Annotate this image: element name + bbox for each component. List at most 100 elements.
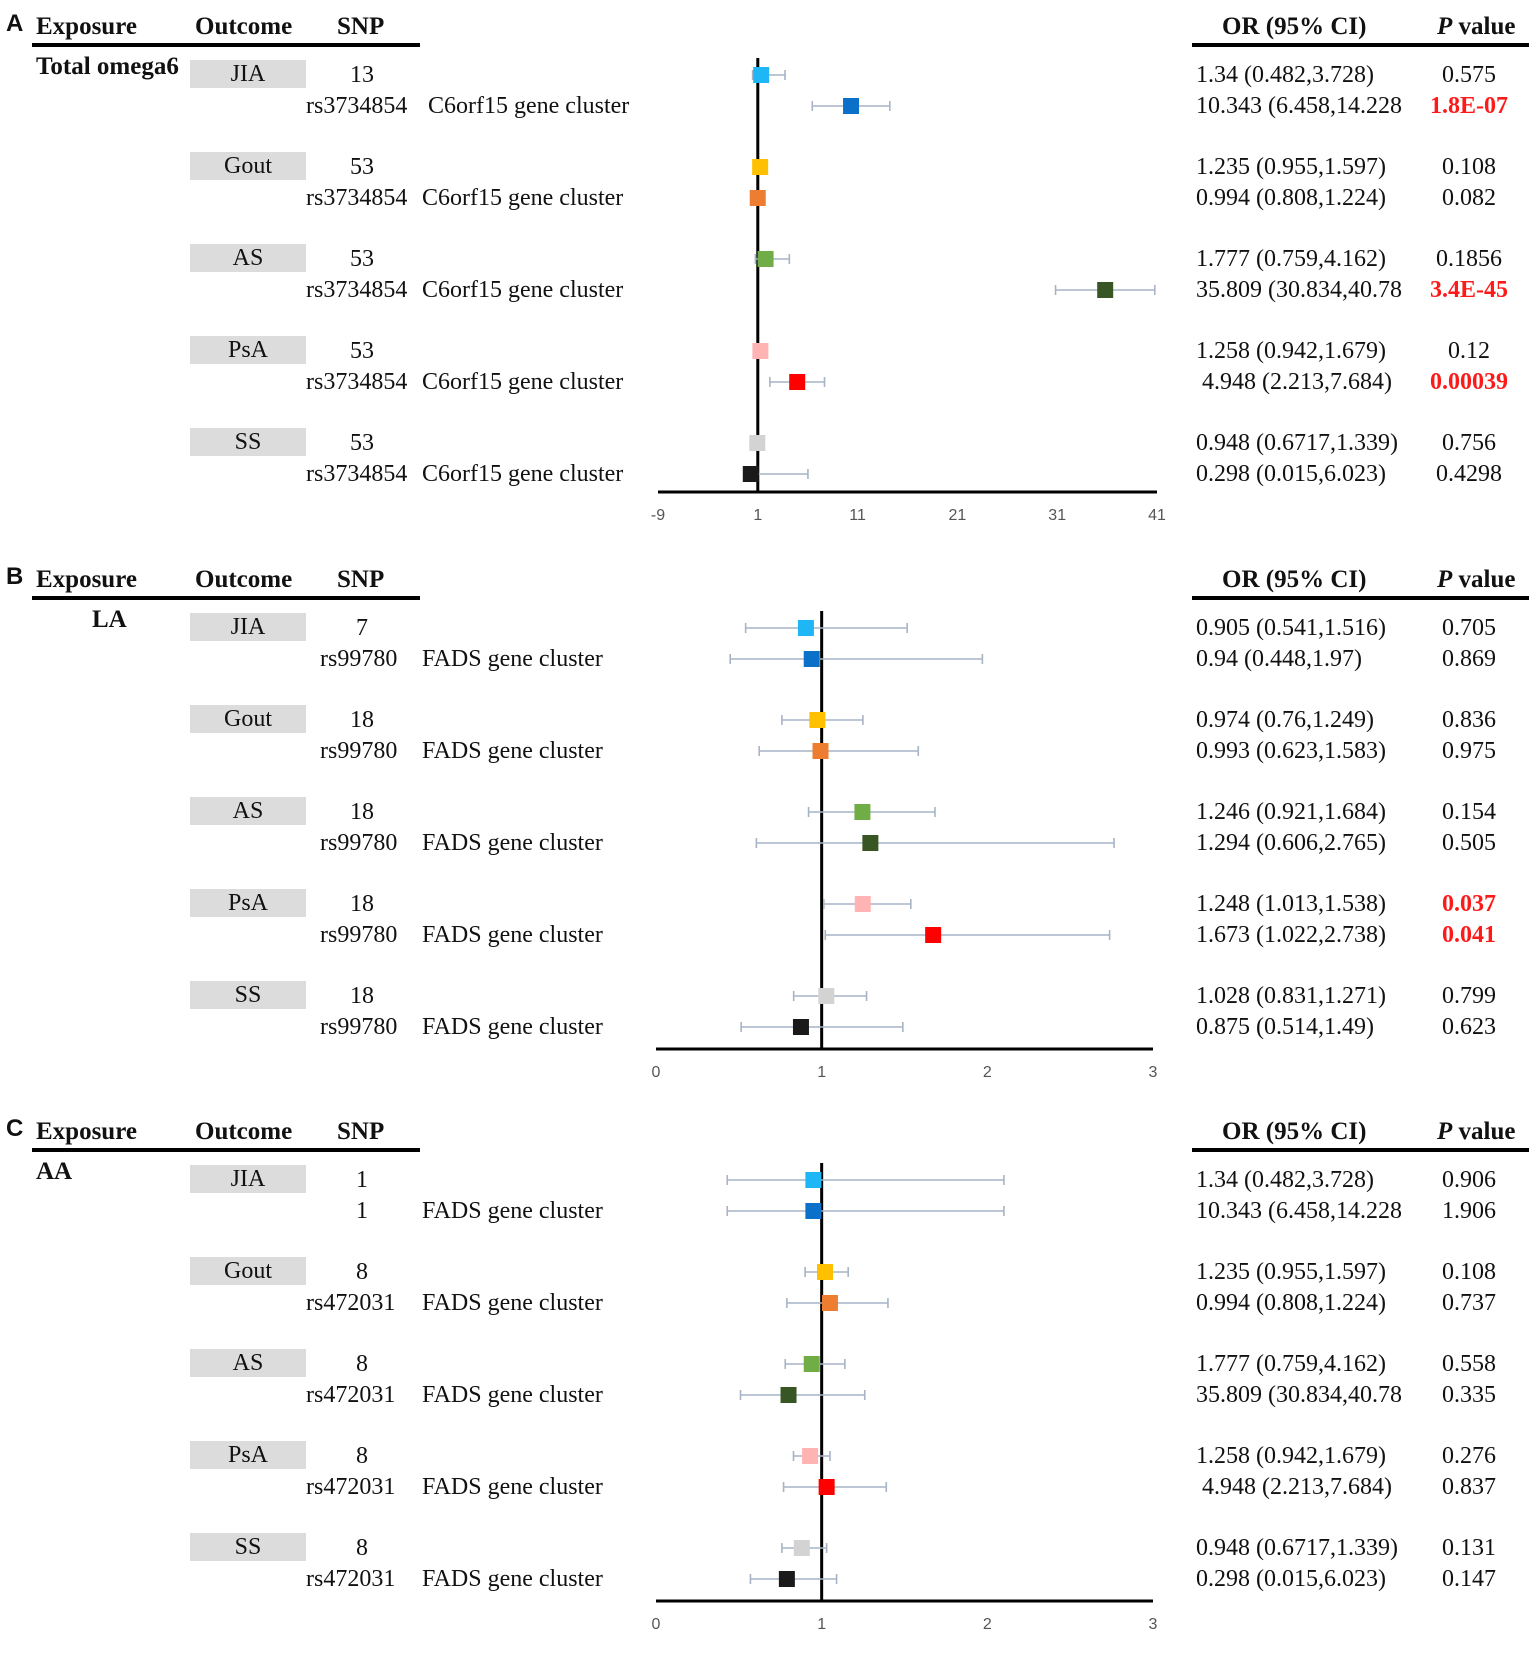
p-value: 1.906 (1442, 1198, 1496, 1224)
x-tick-label: 1 (817, 1616, 826, 1633)
p-value-header: P value (1437, 14, 1515, 39)
snp-value: 7 (356, 615, 368, 641)
header-rule-right (1192, 596, 1529, 600)
snp-value: 53 (350, 246, 374, 272)
p-value: 0.1856 (1436, 246, 1502, 272)
panel-a: A Exposure Outcome SNP OR (95% CI) P value To… (0, 0, 1535, 552)
odds-ratio-point (757, 251, 774, 267)
p-value: 0.836 (1442, 707, 1496, 733)
or-ci-value: 1.258 (0.942,1.679) (1196, 338, 1386, 364)
or-ci-value: 4.948 (2.213,7.684) (1196, 1474, 1392, 1500)
x-tick-label: 2 (983, 1616, 992, 1633)
outcome-label: Gout (190, 1257, 306, 1285)
or-ci-value: 0.298 (0.015,6.023) (1196, 1566, 1386, 1592)
forest-plot: -9 1 11 21 31 41 (651, 58, 1166, 524)
gene-cluster-label: FADS gene cluster (422, 830, 603, 856)
p-value: 0.558 (1442, 1351, 1496, 1377)
panel-letter: C (6, 1115, 24, 1142)
odds-ratio-point (789, 374, 806, 390)
or-ci-value: 1.777 (0.759,4.162) (1196, 1351, 1386, 1377)
odds-ratio-point (816, 1264, 833, 1280)
or-ci-value: 10.343 (6.458,14.228 (1196, 93, 1402, 119)
outcome-header: Outcome (195, 1118, 293, 1145)
gene-cluster-label: FADS gene cluster (422, 1382, 603, 1408)
x-tick-label: 31 (1048, 507, 1066, 524)
snp-value: rs472031 (306, 1290, 396, 1316)
snp-value: rs3734854 (306, 185, 408, 211)
gene-cluster-label: FADS gene cluster (422, 1474, 603, 1500)
outcome-label: Gout (190, 152, 306, 180)
snp-value: 1 (356, 1167, 368, 1193)
outcome-label: PsA (190, 336, 306, 364)
snp-value: rs99780 (320, 830, 398, 856)
or-ci-value: 4.948 (2.213,7.684) (1196, 369, 1392, 395)
gene-cluster-label: FADS gene cluster (422, 1014, 603, 1040)
gene-cluster-label: C6orf15 gene cluster (422, 461, 624, 487)
snp-value: rs99780 (320, 738, 398, 764)
exposure-name: LA (92, 606, 127, 633)
or-ci-value: 0.94 (0.448,1.97) (1196, 646, 1362, 672)
header-rule-right (1192, 1148, 1529, 1152)
odds-ratio-point (862, 835, 879, 851)
gene-cluster-label: C6orf15 gene cluster (422, 277, 624, 303)
or-ci-value: 35.809 (30.834,40.78 (1196, 1382, 1402, 1408)
snp-value: rs99780 (320, 922, 398, 948)
p-value: 0.705 (1442, 615, 1496, 641)
or-ci-value: 0.974 (0.76,1.249) (1196, 707, 1374, 733)
odds-ratio-point (793, 1540, 810, 1556)
odds-ratio-point (742, 466, 759, 482)
odds-ratio-point (925, 927, 942, 943)
odds-ratio-point (780, 1387, 797, 1403)
exposure-header: Exposure (36, 1118, 137, 1145)
p-value: 0.108 (1442, 154, 1496, 180)
odds-ratio-point (792, 1019, 809, 1035)
gene-cluster-label: FADS gene cluster (422, 1198, 603, 1224)
exposure-header: Exposure (36, 566, 137, 593)
snp-value: rs3734854 (306, 369, 408, 395)
or-ci-value: 1.235 (0.955,1.597) (1196, 154, 1386, 180)
p-value: 0.108 (1442, 1259, 1496, 1285)
p-value: 0.505 (1442, 830, 1496, 856)
exposure-name: Total omega6 (36, 53, 179, 80)
p-value: 1.8E-07 (1430, 93, 1508, 119)
p-value-header-p: P (1437, 13, 1453, 40)
p-value-header: P value (1437, 567, 1515, 592)
snp-value: rs99780 (320, 1014, 398, 1040)
x-tick-label: 3 (1149, 1064, 1158, 1081)
outcome-label: Gout (190, 705, 306, 733)
snp-value: rs3734854 (306, 277, 408, 303)
p-value-header-value: value (1452, 1118, 1516, 1145)
snp-value: rs99780 (320, 646, 398, 672)
p-value: 0.037 (1442, 891, 1496, 917)
p-value: 0.906 (1442, 1167, 1496, 1193)
header-rule-right (1192, 43, 1529, 47)
p-value: 0.975 (1442, 738, 1496, 764)
outcome-label: AS (190, 797, 306, 825)
panel-letter: B (6, 563, 24, 590)
odds-ratio-point (843, 98, 860, 114)
p-value: 0.147 (1442, 1566, 1496, 1592)
snp-value: 8 (356, 1259, 368, 1285)
exposure-header: Exposure (36, 13, 137, 40)
header-rule-left (32, 1148, 420, 1152)
odds-ratio-point (854, 896, 871, 912)
p-value: 3.4E-45 (1430, 277, 1508, 303)
x-tick-label: 1 (817, 1064, 826, 1081)
odds-ratio-point (753, 67, 770, 83)
or-ci-header: OR (95% CI) (1222, 566, 1367, 593)
outcome-header: Outcome (195, 13, 293, 40)
p-value: 0.12 (1448, 338, 1490, 364)
panel-letter: A (6, 10, 24, 37)
outcome-label: SS (190, 428, 306, 456)
exposure-name: AA (36, 1158, 73, 1185)
or-ci-value: 1.294 (0.606,2.765) (1196, 830, 1386, 856)
odds-ratio-point (809, 712, 826, 728)
p-value: 0.00039 (1430, 369, 1508, 395)
or-ci-value: 0.948 (0.6717,1.339) (1196, 1535, 1398, 1561)
or-ci-value: 35.809 (30.834,40.78 (1196, 277, 1402, 303)
x-tick-label: 0 (652, 1616, 661, 1633)
gene-cluster-label: C6orf15 gene cluster (422, 185, 624, 211)
header-rule-left (32, 596, 420, 600)
outcome-label: PsA (190, 1441, 306, 1469)
outcome-header: Outcome (195, 566, 293, 593)
